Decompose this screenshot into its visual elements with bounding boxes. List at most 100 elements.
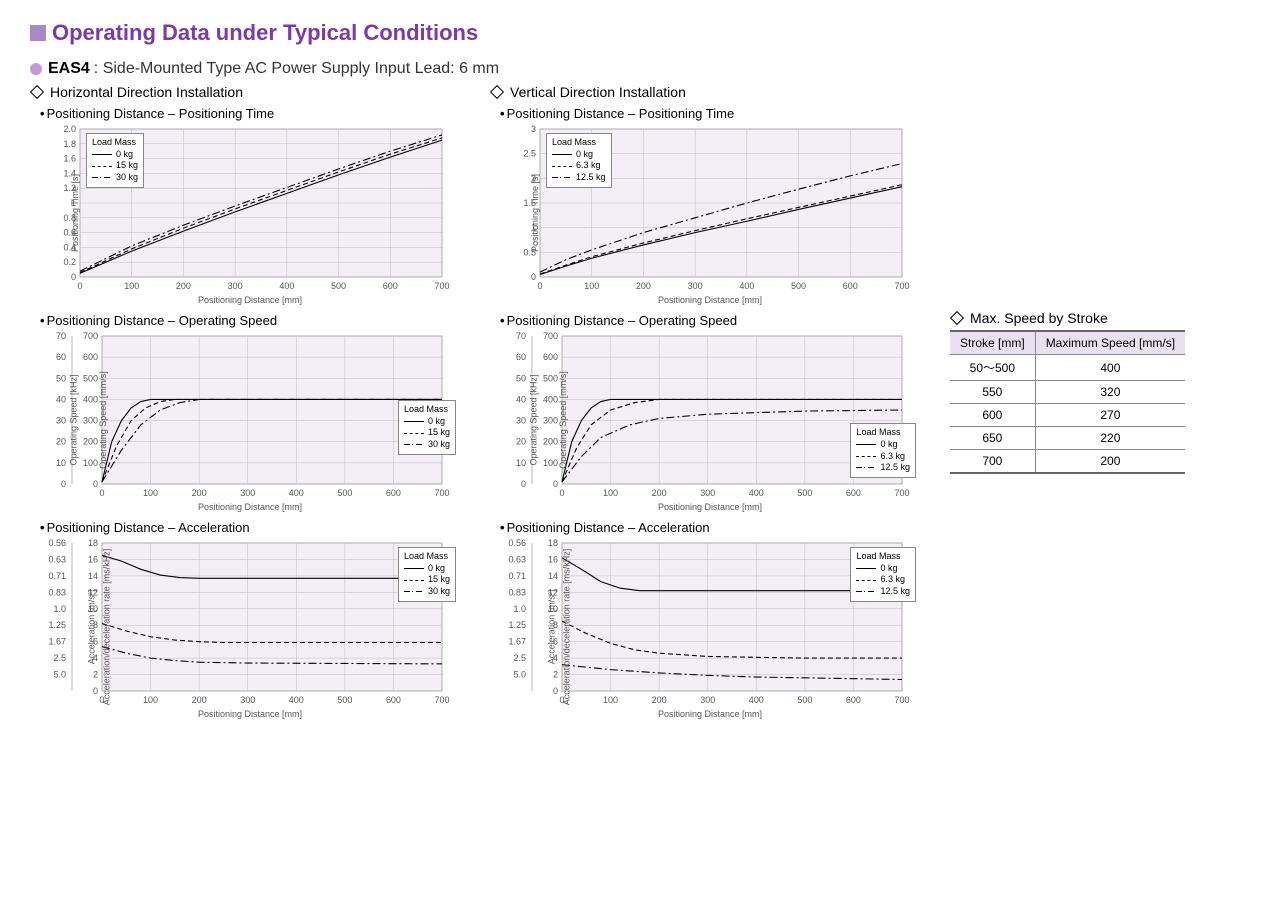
speed-table-title: Max. Speed by Stroke bbox=[970, 310, 1108, 326]
svg-text:500: 500 bbox=[543, 373, 558, 383]
svg-text:500: 500 bbox=[797, 488, 812, 498]
svg-text:300: 300 bbox=[688, 281, 703, 291]
diamond-icon bbox=[490, 85, 504, 99]
svg-text:200: 200 bbox=[192, 695, 207, 705]
svg-text:50: 50 bbox=[516, 373, 526, 383]
svg-text:200: 200 bbox=[176, 281, 191, 291]
svg-text:700: 700 bbox=[894, 695, 909, 705]
svg-text:300: 300 bbox=[83, 416, 98, 426]
svg-text:500: 500 bbox=[791, 281, 806, 291]
svg-text:200: 200 bbox=[636, 281, 651, 291]
svg-text:0: 0 bbox=[61, 479, 66, 489]
product-model: EAS4 bbox=[48, 60, 90, 78]
svg-text:200: 200 bbox=[543, 437, 558, 447]
svg-text:40: 40 bbox=[516, 394, 526, 404]
chart-v-time: 00.511.522.530100200300400500600700Posit… bbox=[490, 123, 930, 303]
svg-text:0.71: 0.71 bbox=[48, 571, 66, 581]
product-desc: : Side-Mounted Type AC Power Supply Inpu… bbox=[94, 60, 499, 78]
svg-text:200: 200 bbox=[192, 488, 207, 498]
svg-text:700: 700 bbox=[894, 281, 909, 291]
product-bullet-icon bbox=[30, 63, 42, 75]
svg-text:40: 40 bbox=[56, 394, 66, 404]
svg-text:700: 700 bbox=[894, 488, 909, 498]
svg-text:2.5: 2.5 bbox=[513, 653, 526, 663]
svg-text:14: 14 bbox=[88, 571, 98, 581]
svg-text:600: 600 bbox=[846, 488, 861, 498]
svg-text:70: 70 bbox=[56, 331, 66, 341]
chart-h-time-title: •Positioning Distance – Positioning Time bbox=[40, 106, 470, 121]
chart-v-time-title: •Positioning Distance – Positioning Time bbox=[500, 106, 930, 121]
svg-text:14: 14 bbox=[548, 571, 558, 581]
svg-text:100: 100 bbox=[124, 281, 139, 291]
product-line: EAS4 : Side-Mounted Type AC Power Supply… bbox=[30, 60, 1250, 78]
svg-text:0.83: 0.83 bbox=[508, 587, 526, 597]
chart-h-speed-title: •Positioning Distance – Operating Speed bbox=[40, 313, 470, 328]
svg-text:700: 700 bbox=[434, 281, 449, 291]
svg-text:5.0: 5.0 bbox=[513, 670, 526, 680]
svg-text:600: 600 bbox=[386, 488, 401, 498]
svg-text:10: 10 bbox=[56, 458, 66, 468]
svg-text:600: 600 bbox=[543, 352, 558, 362]
svg-text:16: 16 bbox=[88, 554, 98, 564]
svg-text:1.67: 1.67 bbox=[508, 637, 526, 647]
svg-text:10: 10 bbox=[516, 458, 526, 468]
chart-v-accel-title: •Positioning Distance – Acceleration bbox=[500, 520, 930, 535]
svg-text:400: 400 bbox=[289, 488, 304, 498]
legend: Load Mass0 kg15 kg30 kg bbox=[86, 133, 144, 188]
svg-text:0: 0 bbox=[93, 686, 98, 696]
svg-text:300: 300 bbox=[228, 281, 243, 291]
col-table: Max. Speed by Stroke Stroke [mm] Maximum… bbox=[950, 84, 1250, 727]
table-row: 50～500400 bbox=[950, 355, 1185, 381]
page-title: Operating Data under Typical Conditions bbox=[30, 20, 1250, 46]
svg-text:0.2: 0.2 bbox=[63, 257, 76, 267]
svg-text:30: 30 bbox=[516, 416, 526, 426]
chart-h-time: 00.20.40.60.811.21.41.61.82.001002003004… bbox=[30, 123, 470, 303]
svg-text:2: 2 bbox=[553, 670, 558, 680]
chart-h-accel-title: •Positioning Distance – Acceleration bbox=[40, 520, 470, 535]
svg-text:400: 400 bbox=[289, 695, 304, 705]
svg-text:100: 100 bbox=[603, 695, 618, 705]
svg-text:1.6: 1.6 bbox=[63, 154, 76, 164]
svg-text:18: 18 bbox=[88, 538, 98, 548]
svg-text:2.5: 2.5 bbox=[523, 149, 536, 159]
horizontal-section-head: Horizontal Direction Installation bbox=[30, 84, 470, 100]
svg-text:0: 0 bbox=[531, 272, 536, 282]
svg-text:400: 400 bbox=[543, 394, 558, 404]
svg-text:20: 20 bbox=[516, 437, 526, 447]
legend: Load Mass0 kg6.3 kg12.5 kg bbox=[850, 547, 916, 602]
svg-text:18: 18 bbox=[548, 538, 558, 548]
vertical-head-text: Vertical Direction Installation bbox=[510, 84, 686, 100]
svg-text:0: 0 bbox=[99, 488, 104, 498]
svg-text:500: 500 bbox=[337, 695, 352, 705]
svg-text:60: 60 bbox=[516, 352, 526, 362]
svg-text:0.56: 0.56 bbox=[48, 538, 66, 548]
svg-text:0: 0 bbox=[553, 479, 558, 489]
svg-text:200: 200 bbox=[652, 695, 667, 705]
svg-text:400: 400 bbox=[279, 281, 294, 291]
svg-text:100: 100 bbox=[143, 695, 158, 705]
speed-table-head: Max. Speed by Stroke bbox=[950, 310, 1250, 326]
svg-text:300: 300 bbox=[700, 695, 715, 705]
svg-text:400: 400 bbox=[749, 695, 764, 705]
legend: Load Mass0 kg15 kg30 kg bbox=[398, 400, 456, 455]
svg-text:100: 100 bbox=[83, 458, 98, 468]
svg-text:2.5: 2.5 bbox=[53, 653, 66, 663]
svg-text:300: 300 bbox=[240, 695, 255, 705]
svg-text:500: 500 bbox=[337, 488, 352, 498]
svg-text:0: 0 bbox=[553, 686, 558, 696]
svg-text:600: 600 bbox=[383, 281, 398, 291]
svg-text:1.25: 1.25 bbox=[508, 620, 526, 630]
svg-text:600: 600 bbox=[83, 352, 98, 362]
svg-text:600: 600 bbox=[843, 281, 858, 291]
svg-text:500: 500 bbox=[83, 373, 98, 383]
chart-v-accel: 0246810121416185.02.51.671.251.00.830.71… bbox=[490, 537, 930, 717]
svg-text:1.0: 1.0 bbox=[513, 604, 526, 614]
svg-text:700: 700 bbox=[543, 331, 558, 341]
title-square-icon bbox=[30, 25, 46, 41]
svg-text:2.0: 2.0 bbox=[63, 124, 76, 134]
chart-v-speed-title: •Positioning Distance – Operating Speed bbox=[500, 313, 930, 328]
svg-text:100: 100 bbox=[584, 281, 599, 291]
svg-text:300: 300 bbox=[700, 488, 715, 498]
svg-text:0.56: 0.56 bbox=[508, 538, 526, 548]
svg-text:700: 700 bbox=[83, 331, 98, 341]
